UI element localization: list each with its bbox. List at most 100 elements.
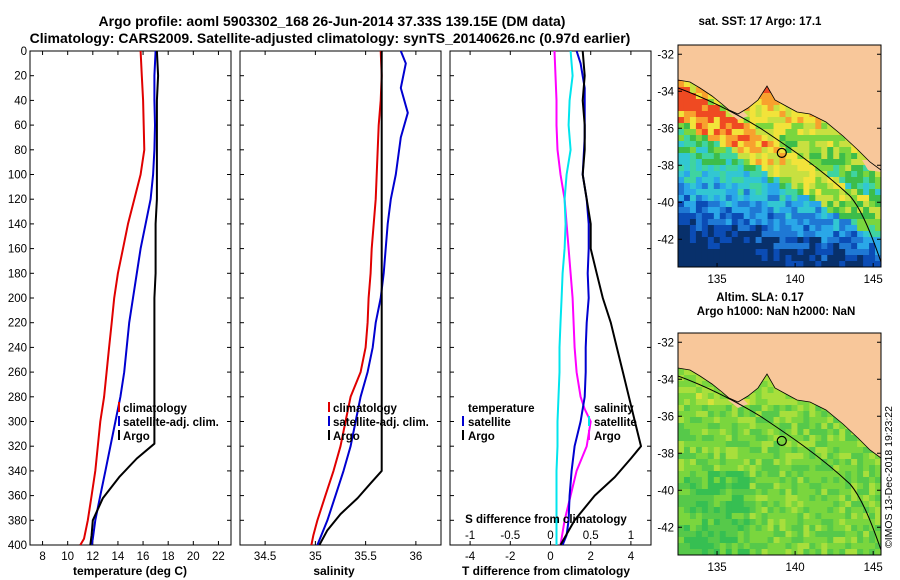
field-cell	[821, 129, 828, 136]
field-cell	[803, 159, 810, 166]
field-cell	[803, 477, 810, 484]
field-cell	[791, 123, 799, 130]
field-cell	[797, 231, 804, 238]
field-cell	[845, 501, 852, 508]
field-cell	[737, 519, 745, 526]
field-cell	[791, 399, 799, 406]
field-cell	[839, 447, 846, 454]
field-cell	[695, 495, 703, 502]
field-cell	[773, 177, 781, 184]
field-cell	[839, 261, 846, 267]
field-cell	[815, 459, 822, 466]
field-cell	[851, 243, 858, 250]
field-cell	[863, 459, 870, 466]
field-cell	[737, 255, 745, 262]
field-cell	[827, 177, 834, 184]
field-cell	[731, 237, 739, 244]
field-cell	[803, 507, 810, 514]
field-cell	[689, 453, 697, 460]
field-cell	[761, 201, 769, 208]
field-cell	[755, 387, 763, 394]
field-cell	[785, 465, 793, 472]
field-cell	[689, 261, 697, 267]
field-cell	[701, 201, 709, 208]
temperature-depth-ticks: 0204060801001201401601802002202402602803…	[8, 46, 231, 552]
field-cell	[815, 183, 822, 190]
field-cell	[851, 189, 858, 196]
field-cell	[791, 141, 799, 148]
field-cell	[827, 459, 834, 466]
field-cell	[779, 153, 787, 160]
field-cell	[875, 519, 881, 526]
field-cell	[797, 405, 804, 412]
x-tick-label: 8	[39, 551, 45, 563]
field-cell	[701, 381, 709, 388]
field-cell	[689, 447, 697, 454]
field-cell	[707, 399, 715, 406]
sst-map-frame	[677, 44, 882, 268]
field-cell	[761, 261, 769, 267]
field-cell	[815, 519, 822, 526]
lon-tick-label: 135	[707, 562, 726, 574]
field-cell	[731, 429, 739, 436]
field-cell	[809, 177, 816, 184]
field-cell	[749, 459, 757, 466]
field-cell	[678, 459, 685, 466]
field-cell	[695, 375, 703, 382]
field-cell	[839, 459, 846, 466]
field-cell	[863, 537, 870, 544]
field-cell	[713, 477, 721, 484]
field-cell	[785, 195, 793, 202]
field-cell	[725, 225, 733, 232]
field-cell	[737, 411, 745, 418]
field-cell	[785, 129, 793, 136]
field-cell	[725, 453, 733, 460]
field-cell	[755, 399, 763, 406]
field-cell	[821, 537, 828, 544]
field-cell	[737, 537, 745, 544]
series-line-argo	[89, 51, 160, 545]
field-cell	[719, 243, 727, 250]
field-cell	[785, 201, 793, 208]
field-cell	[683, 531, 691, 538]
field-cell	[851, 207, 858, 214]
field-cell	[749, 405, 757, 412]
field-cell	[863, 447, 870, 454]
field-cell	[701, 525, 709, 532]
field-cell	[767, 513, 775, 520]
field-cell	[851, 465, 858, 472]
field-cell	[833, 141, 840, 148]
field-cell	[779, 219, 787, 226]
field-cell	[683, 207, 691, 214]
field-cell	[845, 483, 852, 490]
field-cell	[761, 471, 769, 478]
field-cell	[869, 465, 876, 472]
field-cell	[845, 471, 852, 478]
field-cell	[737, 237, 745, 244]
field-cell	[803, 141, 810, 148]
field-cell	[839, 165, 846, 172]
field-cell	[857, 477, 864, 484]
legend-temperature-label: temperature	[468, 403, 534, 415]
field-cell	[678, 141, 685, 148]
field-cell	[785, 123, 793, 130]
field-cell	[719, 495, 727, 502]
field-cell	[851, 549, 858, 555]
field-cell	[695, 177, 703, 184]
field-cell	[689, 477, 697, 484]
field-cell	[713, 159, 721, 166]
series-line-salinity	[555, 51, 574, 545]
field-cell	[767, 177, 775, 184]
field-cell	[791, 483, 799, 490]
field-cell	[863, 501, 870, 508]
field-cell	[749, 423, 757, 430]
field-cell	[678, 249, 685, 256]
field-cell	[743, 207, 751, 214]
field-cell	[857, 225, 864, 232]
field-cell	[791, 129, 799, 136]
field-cell	[725, 177, 733, 184]
field-cell	[683, 189, 691, 196]
field-cell	[857, 453, 864, 460]
x-tick-label: 12	[86, 551, 99, 563]
field-cell	[719, 429, 727, 436]
